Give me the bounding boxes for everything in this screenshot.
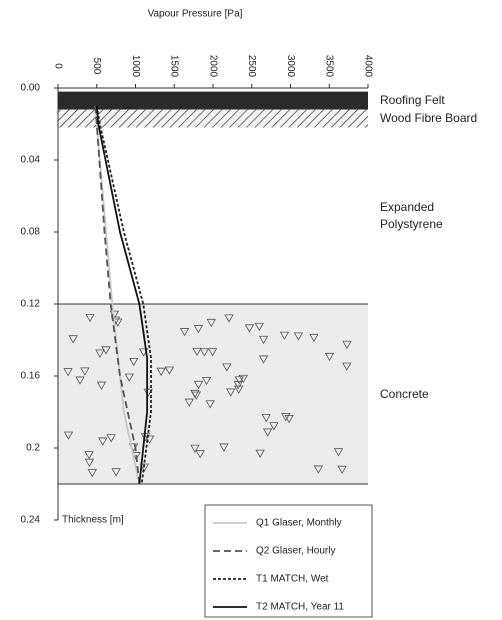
page: {"chart_data": { "type": "line", "title"…: [0, 0, 502, 620]
y-tick-label: 0.08: [21, 227, 41, 238]
layer-label: Wood Fibre Board: [380, 110, 498, 127]
y-axis-label: Thickness [m]: [62, 515, 124, 526]
x-tick-label: 2000: [207, 55, 218, 78]
x-tick-label: 4000: [362, 55, 373, 78]
x-tick-label: 3000: [285, 55, 296, 78]
layer-label: Concrete: [380, 386, 498, 403]
legend-label: T2 MATCH, Year 11: [256, 602, 344, 613]
x-tick-label: 0: [52, 63, 63, 69]
x-tick-label: 500: [91, 58, 102, 75]
layer-label: Roofing Felt: [380, 92, 498, 109]
x-tick-label: 1500: [169, 55, 180, 78]
legend-label: Q1 Glaser, Monthly: [256, 518, 342, 529]
legend-label: Q2 Glaser, Hourly: [256, 546, 335, 557]
y-tick-label: 0.16: [21, 371, 41, 382]
y-tick-label: 0.00: [21, 83, 41, 94]
y-tick-label: 0.12: [21, 299, 41, 310]
y-tick-label: 0.24: [21, 515, 41, 526]
layer: [58, 110, 368, 128]
x-tick-label: 1000: [130, 55, 141, 78]
x-tick-label: 3500: [324, 55, 335, 78]
layer-label: Expanded Polystyrene: [380, 199, 498, 233]
x-tick-label: 2500: [246, 55, 257, 78]
layer: [58, 92, 368, 110]
layer: [58, 304, 368, 484]
y-tick-label: 0.04: [21, 155, 41, 166]
chart-title: Vapour Pressure [Pa]: [148, 9, 243, 20]
y-tick-label: 0.2: [26, 443, 40, 454]
legend-label: T1 MATCH, Wet: [256, 574, 329, 585]
